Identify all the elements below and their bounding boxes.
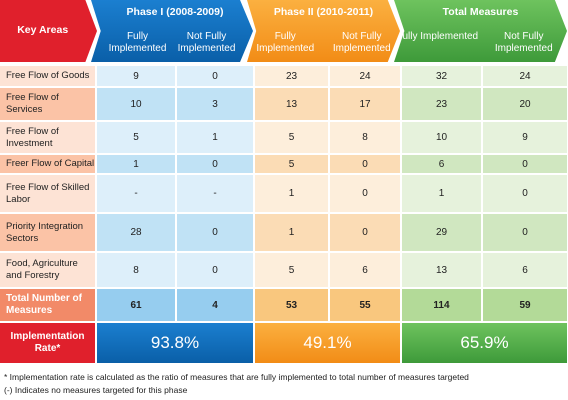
- row-label: Freer Flow of Capital: [0, 155, 95, 173]
- phase2-not-fully-cell: 0: [330, 155, 400, 173]
- row-label: Priority Integration Sectors: [0, 214, 95, 251]
- phase1-not-fully-cell: 0: [177, 66, 253, 86]
- row-label: Free Flow of Goods: [0, 66, 95, 86]
- phase2-fully-cell: 1: [255, 214, 328, 251]
- phase2-not-fully-cell: 0: [330, 175, 400, 212]
- total-fully-cell: 29: [402, 214, 481, 251]
- phase1-not-fully-header: Not Fully Implemented: [177, 31, 236, 54]
- row-label: Free Flow of Skilled Labor: [0, 175, 95, 212]
- table-row: Food, Agriculture and Forestry 8 0 5 6 1…: [0, 253, 568, 287]
- key-areas-label: Key Areas: [17, 24, 69, 36]
- phase1-fully-total: 61: [97, 289, 175, 321]
- total-not-fully-cell: 0: [483, 155, 567, 173]
- phase2-not-fully-total: 55: [330, 289, 400, 321]
- total-fully-cell: 32: [402, 66, 481, 86]
- phase1-fully-cell: 8: [97, 253, 175, 287]
- total-not-fully-cell: 20: [483, 88, 567, 120]
- phase2-rate: 49.1%: [255, 323, 400, 363]
- phase2-fully-cell: 13: [255, 88, 328, 120]
- phase2-not-fully-cell: 17: [330, 88, 400, 120]
- total-not-fully-cell: 0: [483, 175, 567, 212]
- phase1-not-fully-cell: 0: [177, 155, 253, 173]
- implementation-rate-row: Implementation Rate* 93.8% 49.1% 65.9%: [0, 323, 568, 363]
- phase1-not-fully-cell: 1: [177, 122, 253, 153]
- phase1-rate: 93.8%: [97, 323, 253, 363]
- phase1-fully-cell: 1: [97, 155, 175, 173]
- phase1-fully-cell: 9: [97, 66, 175, 86]
- total-fully-header: Fully Implemented: [396, 31, 479, 42]
- phase2-title: Phase II (2010-2011): [273, 6, 374, 18]
- footnote-dash: (-) Indicates no measures targeted for t…: [4, 385, 188, 395]
- total-not-fully-cell: 6: [483, 253, 567, 287]
- table-row: Free Flow of Investment 5 1 5 8 10 9: [0, 122, 568, 153]
- total-fully-total: 114: [402, 289, 481, 321]
- total-fully-cell: 23: [402, 88, 481, 120]
- table-row: Freer Flow of Capital 1 0 5 0 6 0: [0, 155, 568, 173]
- row-label: Free Flow of Investment: [0, 122, 95, 153]
- phase2-fully-cell: 5: [255, 122, 328, 153]
- phase1-fully-cell: 5: [97, 122, 175, 153]
- phase2-header: Phase II (2010-2011) Fully Implemented N…: [247, 0, 400, 62]
- phase2-fully-cell: 5: [255, 155, 328, 173]
- phase1-not-fully-cell: 0: [177, 214, 253, 251]
- phase2-not-fully-cell: 0: [330, 214, 400, 251]
- phase1-not-fully-cell: 3: [177, 88, 253, 120]
- phase1-fully-header: Fully Implemented: [108, 31, 167, 54]
- table-row: Free Flow of Skilled Labor - - 1 0 1 0: [0, 175, 568, 212]
- phase2-fully-total: 53: [255, 289, 328, 321]
- total-not-fully-cell: 24: [483, 66, 567, 86]
- table-row: Free Flow of Goods 9 0 23 24 32 24: [0, 66, 568, 86]
- total-measures-header: Total Measures Fully Implemented Not Ful…: [394, 0, 567, 62]
- phase1-not-fully-cell: 0: [177, 253, 253, 287]
- total-fully-cell: 13: [402, 253, 481, 287]
- phase1-not-fully-cell: -: [177, 175, 253, 212]
- implementation-rate-label: Implementation Rate*: [0, 323, 95, 363]
- phase2-not-fully-cell: 6: [330, 253, 400, 287]
- phase1-fully-cell: -: [97, 175, 175, 212]
- phase1-fully-cell: 28: [97, 214, 175, 251]
- footnote-rate: * Implementation rate is calculated as t…: [4, 372, 469, 382]
- key-areas-header: Key Areas: [0, 0, 97, 62]
- total-rate: 65.9%: [402, 323, 567, 363]
- total-fully-cell: 10: [402, 122, 481, 153]
- total-row: Total Number of Measures 61 4 53 55 114 …: [0, 289, 568, 321]
- phase1-title: Phase I (2008-2009): [126, 6, 224, 18]
- phase2-not-fully-header: Not Fully Implemented: [332, 31, 391, 54]
- total-not-fully-header: Not Fully Implemented: [494, 31, 553, 54]
- total-not-fully-cell: 9: [483, 122, 567, 153]
- total-row-label: Total Number of Measures: [0, 289, 95, 321]
- table-row: Free Flow of Services 10 3 13 17 23 20: [0, 88, 568, 120]
- total-not-fully-total: 59: [483, 289, 567, 321]
- row-label: Free Flow of Services: [0, 88, 95, 120]
- total-not-fully-cell: 0: [483, 214, 567, 251]
- phase2-not-fully-cell: 8: [330, 122, 400, 153]
- total-fully-cell: 1: [402, 175, 481, 212]
- total-measures-title: Total Measures: [442, 6, 519, 18]
- phase2-fully-cell: 5: [255, 253, 328, 287]
- table-row: Priority Integration Sectors 28 0 1 0 29…: [0, 214, 568, 251]
- phase2-fully-cell: 23: [255, 66, 328, 86]
- phase2-fully-cell: 1: [255, 175, 328, 212]
- phase1-not-fully-total: 4: [177, 289, 253, 321]
- row-label: Food, Agriculture and Forestry: [0, 253, 95, 287]
- phase2-fully-header: Fully Implemented: [256, 31, 315, 54]
- phase2-not-fully-cell: 24: [330, 66, 400, 86]
- total-fully-cell: 6: [402, 155, 481, 173]
- phase1-header: Phase I (2008-2009) Fully Implemented No…: [91, 0, 253, 62]
- phase1-fully-cell: 10: [97, 88, 175, 120]
